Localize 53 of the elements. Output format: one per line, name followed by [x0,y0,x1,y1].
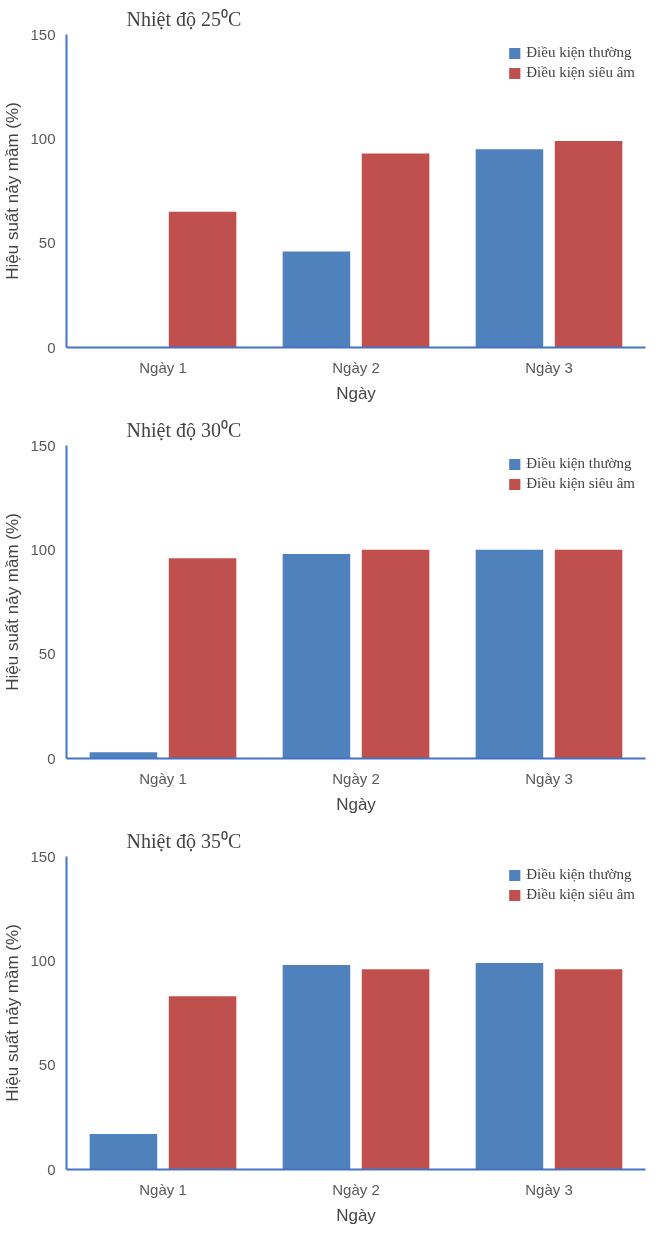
x-axis-title: Ngày [336,794,377,814]
bar [554,549,623,759]
bar [475,962,544,1170]
x-tick-label: Ngày 1 [139,358,187,376]
y-axis-title: Hiệu suất nảy mầm (%) [3,513,23,691]
y-tick-label: 0 [47,338,56,356]
bar [282,965,351,1170]
chart-title: Nhiệt độ 30⁰C [126,418,242,441]
bar [361,153,430,348]
y-tick-label: 50 [38,234,56,252]
y-tick-label: 150 [30,847,56,865]
bar [475,549,544,759]
legend-label: Điều kiện thường [526,455,632,472]
y-tick-label: 100 [30,129,56,147]
bar [475,149,544,348]
y-axis-title: Hiệu suất nảy mầm (%) [3,924,23,1102]
bar [554,140,623,348]
x-tick-label: Ngày 2 [332,769,380,787]
chart-title: Nhiệt độ 35⁰C [126,829,242,852]
legend-label: Điều kiện siêu âm [526,64,635,81]
bar [89,1134,158,1170]
legend-label: Điều kiện thường [526,866,632,883]
bar [89,752,158,759]
chart-title: Nhiệt độ 25⁰C [126,7,242,30]
y-tick-label: 150 [30,436,56,454]
y-tick-label: 0 [47,749,56,767]
x-tick-label: Ngày 3 [525,1180,573,1198]
y-tick-label: 0 [47,1160,56,1178]
bar [554,969,623,1170]
bar [282,554,351,759]
bar [168,211,237,348]
bar [168,558,237,759]
x-axis-title: Ngày [336,383,377,403]
x-tick-label: Ngày 1 [139,1180,187,1198]
legend-label: Điều kiện siêu âm [526,475,635,492]
x-tick-label: Ngày 2 [332,358,380,376]
bar [282,251,351,348]
bar [361,549,430,759]
x-axis-title: Ngày [336,1205,377,1225]
x-tick-label: Ngày 2 [332,1180,380,1198]
bar [361,969,430,1170]
x-tick-label: Ngày 3 [525,358,573,376]
y-tick-label: 150 [30,25,56,43]
y-tick-label: 100 [30,540,56,558]
x-tick-label: Ngày 3 [525,769,573,787]
x-tick-label: Ngày 1 [139,769,187,787]
y-tick-label: 50 [38,1056,56,1074]
y-tick-label: 100 [30,951,56,969]
y-axis-title: Hiệu suất nảy mầm (%) [3,102,23,280]
legend-label: Điều kiện thường [526,44,632,61]
legend-label: Điều kiện siêu âm [526,886,635,903]
bar [168,996,237,1170]
y-tick-label: 50 [38,645,56,663]
